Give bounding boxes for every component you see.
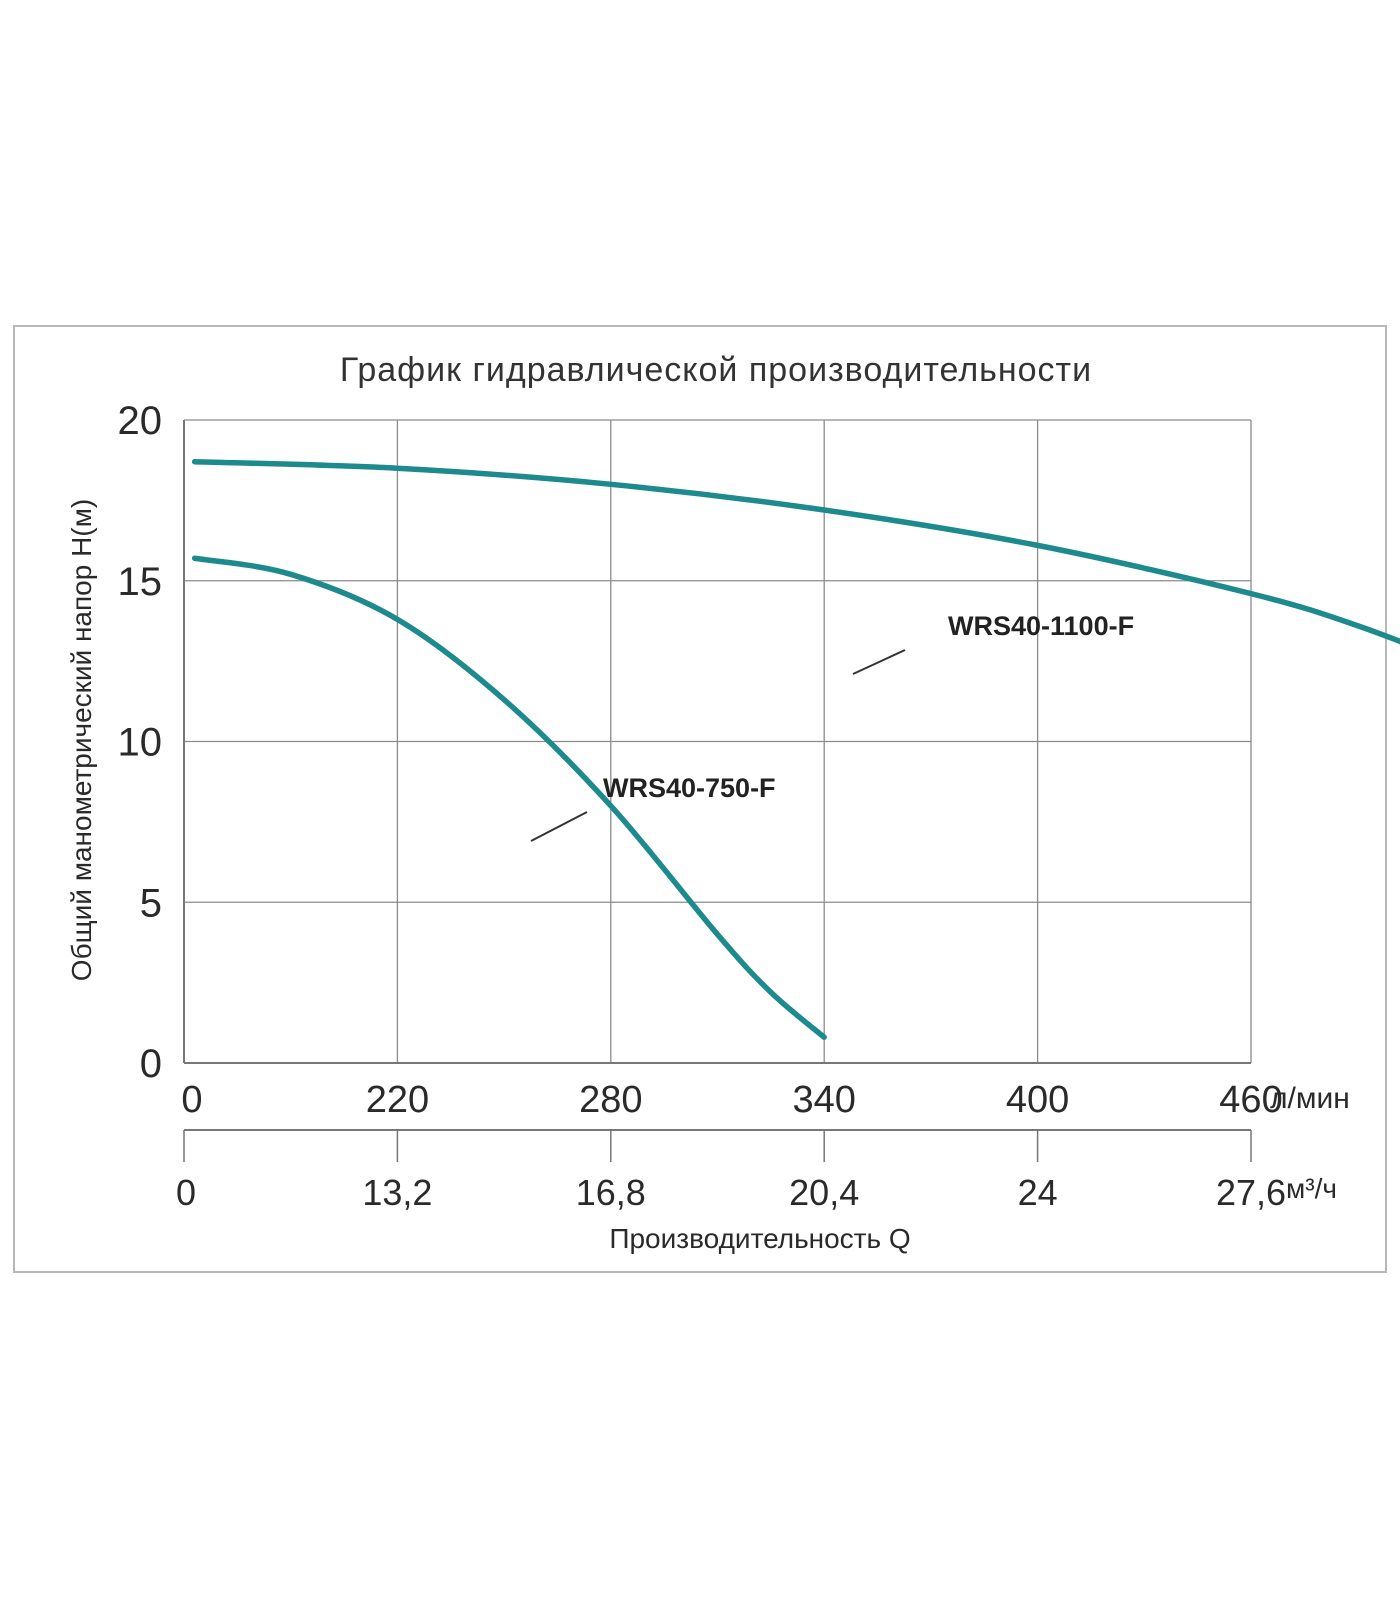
x-tick-label-secondary: 13,2 [362, 1172, 432, 1213]
x-tick-label-secondary: 20,4 [789, 1172, 859, 1213]
x-tick-labels-primary: 0 220 280 340 400 460 [181, 1079, 1282, 1121]
y-tick-label: 15 [118, 560, 163, 604]
series-label-1100: WRS40-1100-F [948, 611, 1134, 641]
series-line-750 [191, 555, 827, 1041]
x-tick-label-primary: 280 [579, 1079, 642, 1121]
x-tick-label-primary: 340 [792, 1079, 855, 1121]
x-tick-label-secondary: 27,6 [1216, 1172, 1286, 1213]
y-axis-title: Общий манометрический напор H(м) [66, 499, 97, 981]
grid [183, 419, 1252, 1064]
x-tick-label-primary: 0 [181, 1079, 202, 1121]
x-unit-primary: л/мин [1270, 1082, 1350, 1115]
y-tick-labels: 0 5 10 15 20 [118, 399, 163, 1086]
curves [191, 459, 1400, 1041]
x-tick-label-secondary: 24 [1018, 1172, 1058, 1213]
y-tick-label: 20 [118, 399, 163, 443]
series-line-1100 [191, 459, 1400, 645]
x-axis-title: Производительность Q [609, 1223, 910, 1254]
x-tick-labels-secondary: 0 13,2 16,8 20,4 24 27,6 [176, 1130, 1286, 1213]
x-unit-secondary: м³/ч [1286, 1173, 1337, 1204]
series-leader-1100 [852, 649, 906, 675]
x-tick-label-primary: 220 [366, 1079, 429, 1121]
x-tick-label-secondary: 0 [176, 1172, 196, 1213]
x-tick-label-primary: 400 [1006, 1079, 1069, 1121]
y-tick-label: 10 [118, 721, 163, 765]
x-tick-label-secondary: 16,8 [576, 1172, 646, 1213]
series-leader-750 [530, 811, 588, 842]
chart-frame [13, 325, 1387, 1273]
series-label-750: WRS40-750-F [603, 773, 776, 803]
y-tick-label: 5 [140, 881, 162, 925]
x-tick-label-primary: 460 [1219, 1079, 1282, 1121]
y-tick-label: 0 [140, 1042, 162, 1086]
chart-title: График гидравлической производительности [340, 351, 1092, 389]
